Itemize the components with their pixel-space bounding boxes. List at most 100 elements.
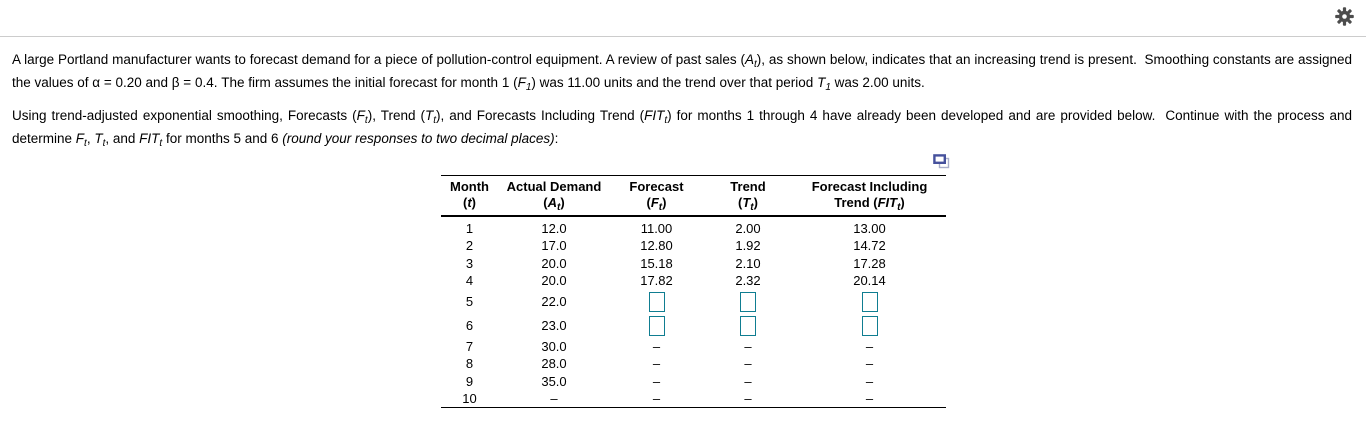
column-header-fit: Forecast Including Trend (FITt) [793,175,946,217]
demand-value: 12.0 [541,221,567,236]
demand-cell-month-3: 20.0 [498,255,610,273]
forecast-cell-month-7: – [610,338,703,356]
fit-cell-month-2: 14.72 [793,237,946,255]
month-value: 8 [465,356,474,372]
demand-value: 35.0 [541,373,567,389]
column-header-demand: Actual Demand (At) [498,175,610,217]
forecast-value: – [652,356,661,372]
demand-cell-month-9: 35.0 [498,373,610,391]
month-cell-month-8: 8 [441,355,498,373]
table-row-month-4: 4 20.0 17.82 2.32 20.14 [441,272,946,290]
gear-icon [1334,7,1354,26]
demand-value: 30.0 [541,338,567,354]
forecast-cell-month-5 [610,290,703,314]
fit-value: 20.14 [853,273,886,289]
forecast-answer-input-month-6[interactable] [648,315,665,336]
forecast-cell-month-4: 17.82 [610,272,703,290]
forecast-value: – [652,373,661,389]
month-cell-month-3: 3 [441,255,498,273]
fit-value: – [865,356,874,372]
fit-answer-input-month-6[interactable] [861,315,878,336]
month-cell-month-4: 4 [441,272,498,290]
forecast-cell-month-6 [610,314,703,338]
fit-cell-month-3: 17.28 [793,255,946,273]
demand-cell-month-1: 12.0 [498,216,610,237]
forecast-value: 12.80 [640,238,673,254]
demand-cell-month-8: 28.0 [498,355,610,373]
settings-button[interactable] [1333,7,1355,29]
table-row-month-8: 8 28.0 – – – [441,355,946,373]
copy-table-button[interactable] [932,154,951,171]
demand-value: 28.0 [541,356,567,372]
demand-value: – [550,391,558,406]
table-row-month-6: 6 23.0 [441,314,946,338]
forecast-cell-month-1: 11.00 [610,216,703,237]
trend-value: – [744,391,752,406]
table-row-month-1: 1 12.0 11.00 2.00 13.00 [441,216,946,237]
forecast-value: – [652,391,661,406]
forecast-cell-month-9: – [610,373,703,391]
month-cell-month-1: 1 [441,216,498,237]
trend-value: – [744,356,752,372]
table-row-month-5: 5 22.0 [441,290,946,314]
forecast-value: 17.82 [640,273,673,289]
demand-value: 20.0 [541,273,567,289]
forecast-cell-month-8: – [610,355,703,373]
demand-value: 17.0 [541,238,567,254]
month-value: 9 [465,373,474,389]
fit-cell-month-4: 20.14 [793,272,946,290]
demand-cell-month-7: 30.0 [498,338,610,356]
trend-cell-month-1: 2.00 [703,216,793,237]
month-cell-month-10: 10 [441,390,498,408]
trend-value: – [744,338,752,354]
trend-cell-month-10: – [703,390,793,408]
trend-cell-month-8: – [703,355,793,373]
month-value: 4 [465,273,474,289]
fit-value: 14.72 [853,238,886,254]
table-row-month-3: 3 20.0 15.18 2.10 17.28 [441,255,946,273]
forecast-value: – [652,338,661,354]
table-row-month-7: 7 30.0 – – – [441,338,946,356]
demand-cell-month-5: 22.0 [498,290,610,314]
month-value: 10 [462,391,477,406]
month-value: 1 [465,221,474,236]
month-cell-month-7: 7 [441,338,498,356]
trend-cell-month-7: – [703,338,793,356]
fit-cell-month-1: 13.00 [793,216,946,237]
forecast-cell-month-10: – [610,390,703,408]
forecast-table: Month (t) Actual Demand (At) Forecast (Ft) Tre… [441,175,946,408]
demand-value: 20.0 [541,255,567,271]
demand-cell-month-10: – [498,390,610,408]
fit-cell-month-10: – [793,390,946,408]
trend-cell-month-6 [703,314,793,338]
table-row-month-2: 2 17.0 12.80 1.92 14.72 [441,237,946,255]
demand-cell-month-6: 23.0 [498,314,610,338]
demand-cell-month-2: 17.0 [498,237,610,255]
fit-cell-month-6 [793,314,946,338]
fit-value: 17.28 [853,255,886,271]
fit-answer-input-month-5[interactable] [861,291,878,312]
demand-cell-month-4: 20.0 [498,272,610,290]
trend-value: – [744,373,752,389]
column-header-month: Month (t) [441,175,498,217]
trend-cell-month-4: 2.32 [703,272,793,290]
fit-value: – [865,373,874,389]
forecast-cell-month-3: 15.18 [610,255,703,273]
month-value: 7 [465,338,474,354]
table-header-row: Month (t) Actual Demand (At) Forecast (Ft) Tre… [441,175,946,217]
demand-value: 22.0 [541,294,567,309]
table-header: Month (t) Actual Demand (At) Forecast (Ft) Tre… [441,175,946,217]
trend-value: 2.00 [735,221,761,236]
trend-cell-month-2: 1.92 [703,237,793,255]
forecast-answer-input-month-5[interactable] [648,291,665,312]
trend-answer-input-month-5[interactable] [740,291,756,312]
fit-value: 13.00 [853,221,886,236]
problem-paragraph-1: A large Portland manufacturer wants to f… [12,52,1352,93]
trend-value: 1.92 [735,238,761,254]
column-header-forecast: Forecast (Ft) [610,175,703,217]
month-cell-month-2: 2 [441,237,498,255]
fit-cell-month-8: – [793,355,946,373]
fit-value: – [865,338,874,354]
forecast-value: 11.00 [640,221,673,236]
trend-answer-input-month-6[interactable] [740,315,756,336]
